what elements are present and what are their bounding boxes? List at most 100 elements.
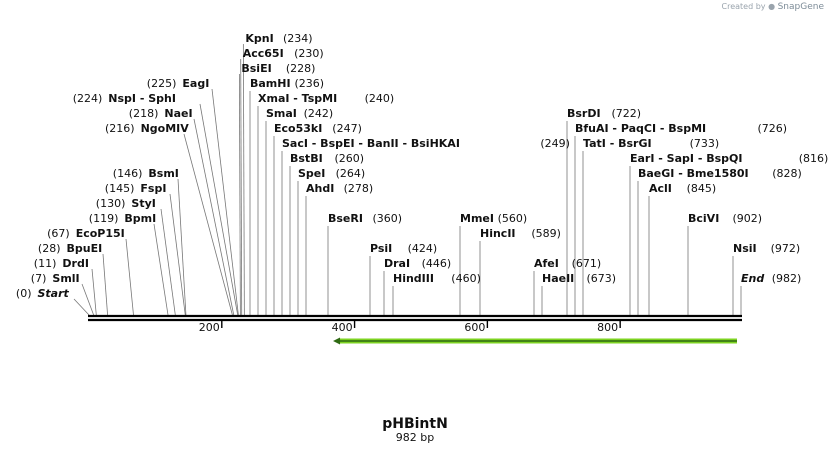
site-bsiei[interactable]: BsiEI (228) <box>241 62 315 75</box>
site-saci[interactable]: SacI - BspEI - BanII - BsiHKAI (249) <box>282 137 570 150</box>
ruler-tick: 200 <box>199 321 223 334</box>
site-connector <box>240 58 243 316</box>
site-name: BpuEI <box>67 242 103 255</box>
ruler-tick-label: 400 <box>332 321 353 334</box>
ruler: 200 400 600 800 <box>199 321 621 334</box>
snapgene-watermark: Created by ● SnapGene <box>722 2 825 12</box>
site-name: EagI <box>182 77 209 90</box>
site-naei[interactable]: (218) NaeI <box>129 107 193 120</box>
site-position: (733) <box>690 137 720 150</box>
site-end[interactable]: End (982) <box>741 272 801 285</box>
site-position: (845) <box>687 182 717 195</box>
site-position: (446) <box>422 257 452 270</box>
site-hindiii[interactable]: HindIII (460) <box>393 272 481 285</box>
site-name: StyI <box>131 197 155 210</box>
site-position: (146) <box>113 167 143 180</box>
site-position: (242) <box>304 107 334 120</box>
site-name: EarI - SapI - BspQI <box>630 152 742 165</box>
site-connector <box>153 223 169 316</box>
site-position: (816) <box>799 152 829 165</box>
site-ecop15i[interactable]: (67) EcoP15I <box>47 227 125 240</box>
site-smli[interactable]: (7) SmlI <box>31 272 80 285</box>
site-bcivi[interactable]: BciVI (902) <box>688 212 762 225</box>
site-ahdi[interactable]: AhdI (278) <box>306 182 373 195</box>
site-name: BfuAI - PaqCI - BspMI <box>575 122 706 135</box>
site-name: SpeI <box>298 167 325 180</box>
site-position: (216) <box>105 122 135 135</box>
site-bsrdi[interactable]: BsrDI (722) <box>567 107 641 120</box>
ruler-tick-label: 600 <box>464 321 485 334</box>
site-position: (225) <box>147 77 177 90</box>
site-xmai[interactable]: XmaI - TspMI (240) <box>258 92 394 105</box>
site-styi[interactable]: (130) StyI <box>96 197 156 210</box>
site-haeii[interactable]: HaeII (673) <box>542 272 616 285</box>
site-position: (247) <box>332 122 362 135</box>
site-name: DrdI <box>62 257 89 270</box>
site-baegi[interactable]: BaeGI - Bme1580I (828) <box>638 167 802 180</box>
site-labels: KpnI (234)Acc65I (230)BsiEI (228)(225) EagI(… <box>16 32 828 300</box>
site-eco53ki[interactable]: Eco53kI (247) <box>274 122 362 135</box>
site-bseri[interactable]: BseRI (360) <box>328 212 402 225</box>
site-connector <box>91 268 97 316</box>
site-name: End <box>741 272 764 285</box>
site-nspi[interactable]: (224) NspI - SphI <box>73 92 176 105</box>
site-position: (722) <box>612 107 642 120</box>
site-afei[interactable]: AfeI (671) <box>534 257 601 270</box>
watermark-brand: SnapGene <box>777 2 824 12</box>
site-kpni[interactable]: KpnI (234) <box>245 32 312 45</box>
site-tati[interactable]: TatI - BsrGI (733) <box>583 137 719 150</box>
ruler-tick: 800 <box>597 321 621 334</box>
site-name: EcoP15I <box>76 227 125 240</box>
site-acc65i[interactable]: Acc65I (230) <box>243 47 324 60</box>
site-name: SmaI <box>266 107 297 120</box>
site-position: (673) <box>587 272 617 285</box>
site-psii[interactable]: PsiI (424) <box>370 242 437 255</box>
site-spei[interactable]: SpeI (264) <box>298 167 365 180</box>
site-bpmi[interactable]: (119) BpmI <box>89 212 156 225</box>
site-position: (234) <box>283 32 313 45</box>
site-hincii[interactable]: HincII (589) <box>480 227 561 240</box>
site-connector <box>125 238 134 316</box>
site-name: NsiI <box>733 242 757 255</box>
site-name: BstBI <box>290 152 323 165</box>
site-name: XmaI - TspMI <box>258 92 337 105</box>
site-lines <box>73 43 742 316</box>
site-bsmi[interactable]: (146) BsmI <box>113 167 179 180</box>
site-acli[interactable]: AclI (845) <box>649 182 716 195</box>
site-bamhi[interactable]: BamHI (236) <box>250 77 324 90</box>
site-mmei[interactable]: MmeI (560) <box>460 212 527 225</box>
site-position: (11) <box>34 257 57 270</box>
site-eari[interactable]: EarI - SapI - BspQI (816) <box>630 152 828 165</box>
site-nsii[interactable]: NsiI (972) <box>733 242 800 255</box>
site-name: HincII <box>480 227 516 240</box>
site-position: (7) <box>31 272 47 285</box>
site-smai[interactable]: SmaI (242) <box>266 107 333 120</box>
site-bstbi[interactable]: BstBI (260) <box>290 152 364 165</box>
site-drai[interactable]: DraI (446) <box>384 257 451 270</box>
plasmid-length: 982 bp <box>396 431 434 444</box>
site-position: (972) <box>771 242 801 255</box>
site-fspi[interactable]: (145) FspI <box>105 182 167 195</box>
site-name: Acc65I <box>243 47 284 60</box>
site-eagi[interactable]: (225) EagI <box>147 77 210 90</box>
site-name: Eco53kI <box>274 122 322 135</box>
sequence-backbone <box>88 314 742 322</box>
site-position: (982) <box>772 272 802 285</box>
site-position: (726) <box>758 122 788 135</box>
site-position: (360) <box>373 212 403 225</box>
site-ngomiv[interactable]: (216) NgoMIV <box>105 122 189 135</box>
site-name: MmeI <box>460 212 494 225</box>
site-connector <box>73 298 90 316</box>
site-name: BsiEI <box>241 62 271 75</box>
site-name: AhdI <box>306 182 334 195</box>
site-connector <box>183 133 233 316</box>
site-name: NspI - SphI <box>108 92 176 105</box>
site-bpuei[interactable]: (28) BpuEI <box>38 242 102 255</box>
site-drdi[interactable]: (11) DrdI <box>34 257 89 270</box>
site-position: (28) <box>38 242 61 255</box>
feature-arrow[interactable] <box>333 337 737 345</box>
site-start[interactable]: (0) Start <box>16 287 70 300</box>
site-position: (240) <box>365 92 395 105</box>
site-bfuai[interactable]: BfuAI - PaqCI - BspMI (726) <box>575 122 787 135</box>
site-position: (130) <box>96 197 126 210</box>
